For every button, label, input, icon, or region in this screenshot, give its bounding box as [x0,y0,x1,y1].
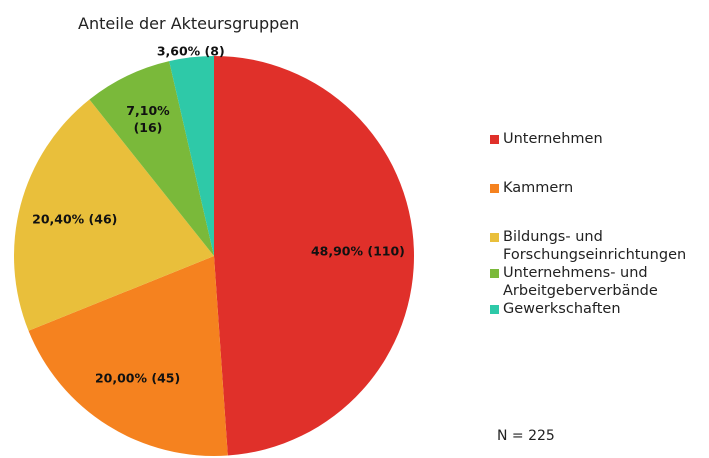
annotation: N = 225 [497,428,555,444]
chart-title: Anteile der Akteursgruppen [78,14,300,33]
legend-swatch [490,305,499,314]
legend-label: Gewerkschaften [503,301,621,317]
pie-slice [214,56,414,456]
data-label: 3,60% (8) [156,43,225,59]
legend-item: Unternehmens- und Arbeitgeberverbände [490,264,705,300]
legend-swatch [490,184,499,193]
pie-slice [13,99,215,331]
legend-item: Gewerkschaften [490,300,705,318]
data-label: 20,00% (45) [94,370,181,386]
legend-label: Kammern [503,180,574,196]
legend-item: Bildungs- und Forschungseinrichtungen [490,228,705,264]
legend-label: Unternehmens- und Arbeitgeberverbände [503,265,658,299]
legend-swatch [490,135,499,144]
legend-label: Bildungs- und Forschungseinrichtungen [503,229,687,263]
pie-slice [169,56,214,256]
legend-label: Unternehmen [503,131,603,147]
legend: Unternehmen Kammern Bildungs- und Forschun… [490,130,705,318]
pie-slice [28,256,228,456]
legend-swatch [490,269,499,278]
legend-item: Unternehmen [490,130,705,148]
pie-slice [89,61,214,257]
data-label: 48,90% (110) [310,243,405,259]
data-label: 20,40% (46) [32,211,118,227]
legend-swatch [490,233,499,242]
data-label: 7,10% (16) [126,103,170,136]
legend-item: Kammern [490,179,705,197]
